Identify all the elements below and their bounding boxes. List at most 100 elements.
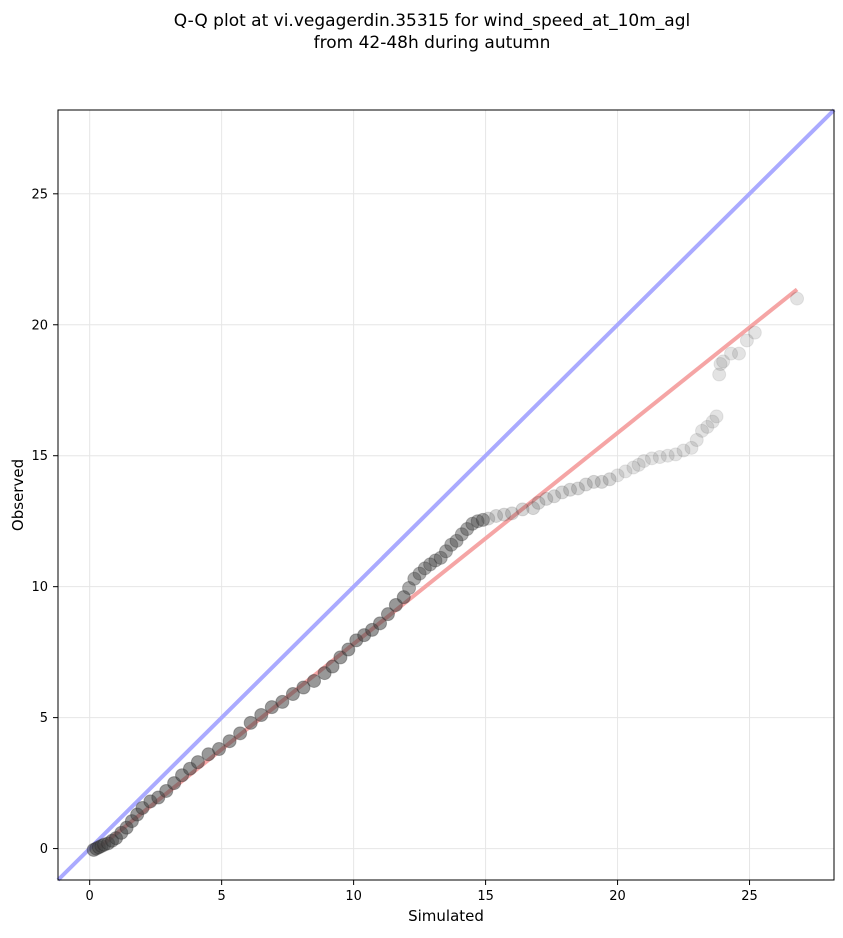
qq-point xyxy=(433,550,448,565)
qq-point xyxy=(190,755,205,770)
qq-point xyxy=(555,485,570,500)
reference-line xyxy=(56,108,836,882)
qq-point xyxy=(712,367,727,382)
qq-point xyxy=(689,433,704,447)
qq-point xyxy=(618,464,633,479)
qq-point xyxy=(212,742,227,757)
chart-title-line-2: from 42-48h during autumn xyxy=(314,33,551,53)
qq-point xyxy=(631,457,646,472)
qq-point xyxy=(515,502,530,517)
qq-point xyxy=(610,468,625,483)
qq-point xyxy=(285,687,300,702)
qq-point xyxy=(159,783,174,798)
qq-point xyxy=(739,333,754,348)
qq-point xyxy=(652,450,667,465)
qq-point xyxy=(439,544,453,559)
qq-point xyxy=(594,474,609,489)
qq-point xyxy=(531,495,546,510)
qq-point xyxy=(201,747,216,762)
qq-point xyxy=(504,506,519,521)
qq-point xyxy=(233,726,248,741)
y-tick-label: 10 xyxy=(31,580,48,595)
x-tick-label: 10 xyxy=(345,889,362,904)
qq-point xyxy=(489,508,504,523)
qq-point xyxy=(428,553,443,568)
qq-point xyxy=(412,566,427,581)
x-tick-label: 5 xyxy=(218,889,226,904)
qq-point xyxy=(731,346,746,361)
qq-point xyxy=(460,522,475,537)
qq-point xyxy=(724,346,739,361)
qq-point xyxy=(660,448,675,463)
y-tick-label: 20 xyxy=(31,318,48,333)
y-tick-label: 5 xyxy=(40,711,48,726)
qq-point xyxy=(747,325,762,340)
reference-line-group xyxy=(56,108,836,882)
qq-point xyxy=(684,440,699,455)
qq-point xyxy=(243,715,258,730)
x-axis-ticks: 0 5 10 15 20 25 xyxy=(86,880,758,904)
qq-point xyxy=(526,501,541,516)
qq-point xyxy=(713,357,728,372)
qq-point xyxy=(470,514,485,529)
y-axis-ticks: 0 5 10 15 20 25 xyxy=(31,187,58,857)
qq-point xyxy=(709,409,724,424)
qq-point xyxy=(539,491,554,506)
y-tick-label: 25 xyxy=(31,187,48,202)
qq-point xyxy=(407,571,422,586)
qq-point xyxy=(570,481,585,496)
qq-point xyxy=(586,474,601,489)
qq-point xyxy=(333,650,348,665)
qq-point xyxy=(388,598,403,612)
qq-point xyxy=(547,489,562,504)
qq-point xyxy=(423,557,438,572)
qq-point xyxy=(444,537,459,552)
x-tick-label: 25 xyxy=(741,889,758,904)
qq-point xyxy=(676,443,691,458)
qq-point xyxy=(307,673,322,688)
qq-point xyxy=(563,482,578,497)
chart-title-line-1: Q-Q plot at vi.vegagerdin.35315 for wind… xyxy=(174,11,690,31)
qq-point xyxy=(254,708,269,722)
qq-point xyxy=(790,291,805,306)
plot-frame xyxy=(57,109,835,881)
qq-point xyxy=(716,354,731,369)
qq-point xyxy=(636,453,651,468)
qq-point xyxy=(454,527,469,542)
qq-point xyxy=(475,512,490,527)
qq-point xyxy=(644,451,659,466)
qq-point xyxy=(668,447,683,462)
qq-point xyxy=(705,414,720,429)
x-tick-label: 0 xyxy=(86,889,94,904)
qq-point xyxy=(465,516,480,531)
y-tick-label: 0 xyxy=(40,842,48,857)
qq-point xyxy=(700,419,715,434)
x-tick-label: 15 xyxy=(477,889,494,904)
qq-point xyxy=(481,511,496,526)
qq-point xyxy=(325,659,340,674)
qq-point xyxy=(380,607,395,622)
data-points xyxy=(86,291,805,857)
qq-point xyxy=(402,580,417,595)
grid-lines xyxy=(58,110,834,880)
qq-point xyxy=(578,477,593,492)
qq-point xyxy=(296,680,311,695)
qq-point xyxy=(449,533,464,548)
qq-point xyxy=(275,694,290,709)
qq-point xyxy=(264,700,279,715)
qq-point xyxy=(222,734,237,749)
x-axis-label: Simulated xyxy=(408,907,484,925)
qq-point xyxy=(396,590,411,605)
qq-point xyxy=(695,423,710,438)
qq-point xyxy=(417,561,432,576)
qq-point xyxy=(497,507,512,522)
y-tick-label: 15 xyxy=(31,449,48,464)
qq-point xyxy=(167,776,182,791)
qq-point xyxy=(602,472,617,487)
qq-point xyxy=(373,616,388,631)
qq-point xyxy=(341,642,356,657)
qq-point xyxy=(626,460,641,475)
y-axis-label: Observed xyxy=(9,459,27,531)
